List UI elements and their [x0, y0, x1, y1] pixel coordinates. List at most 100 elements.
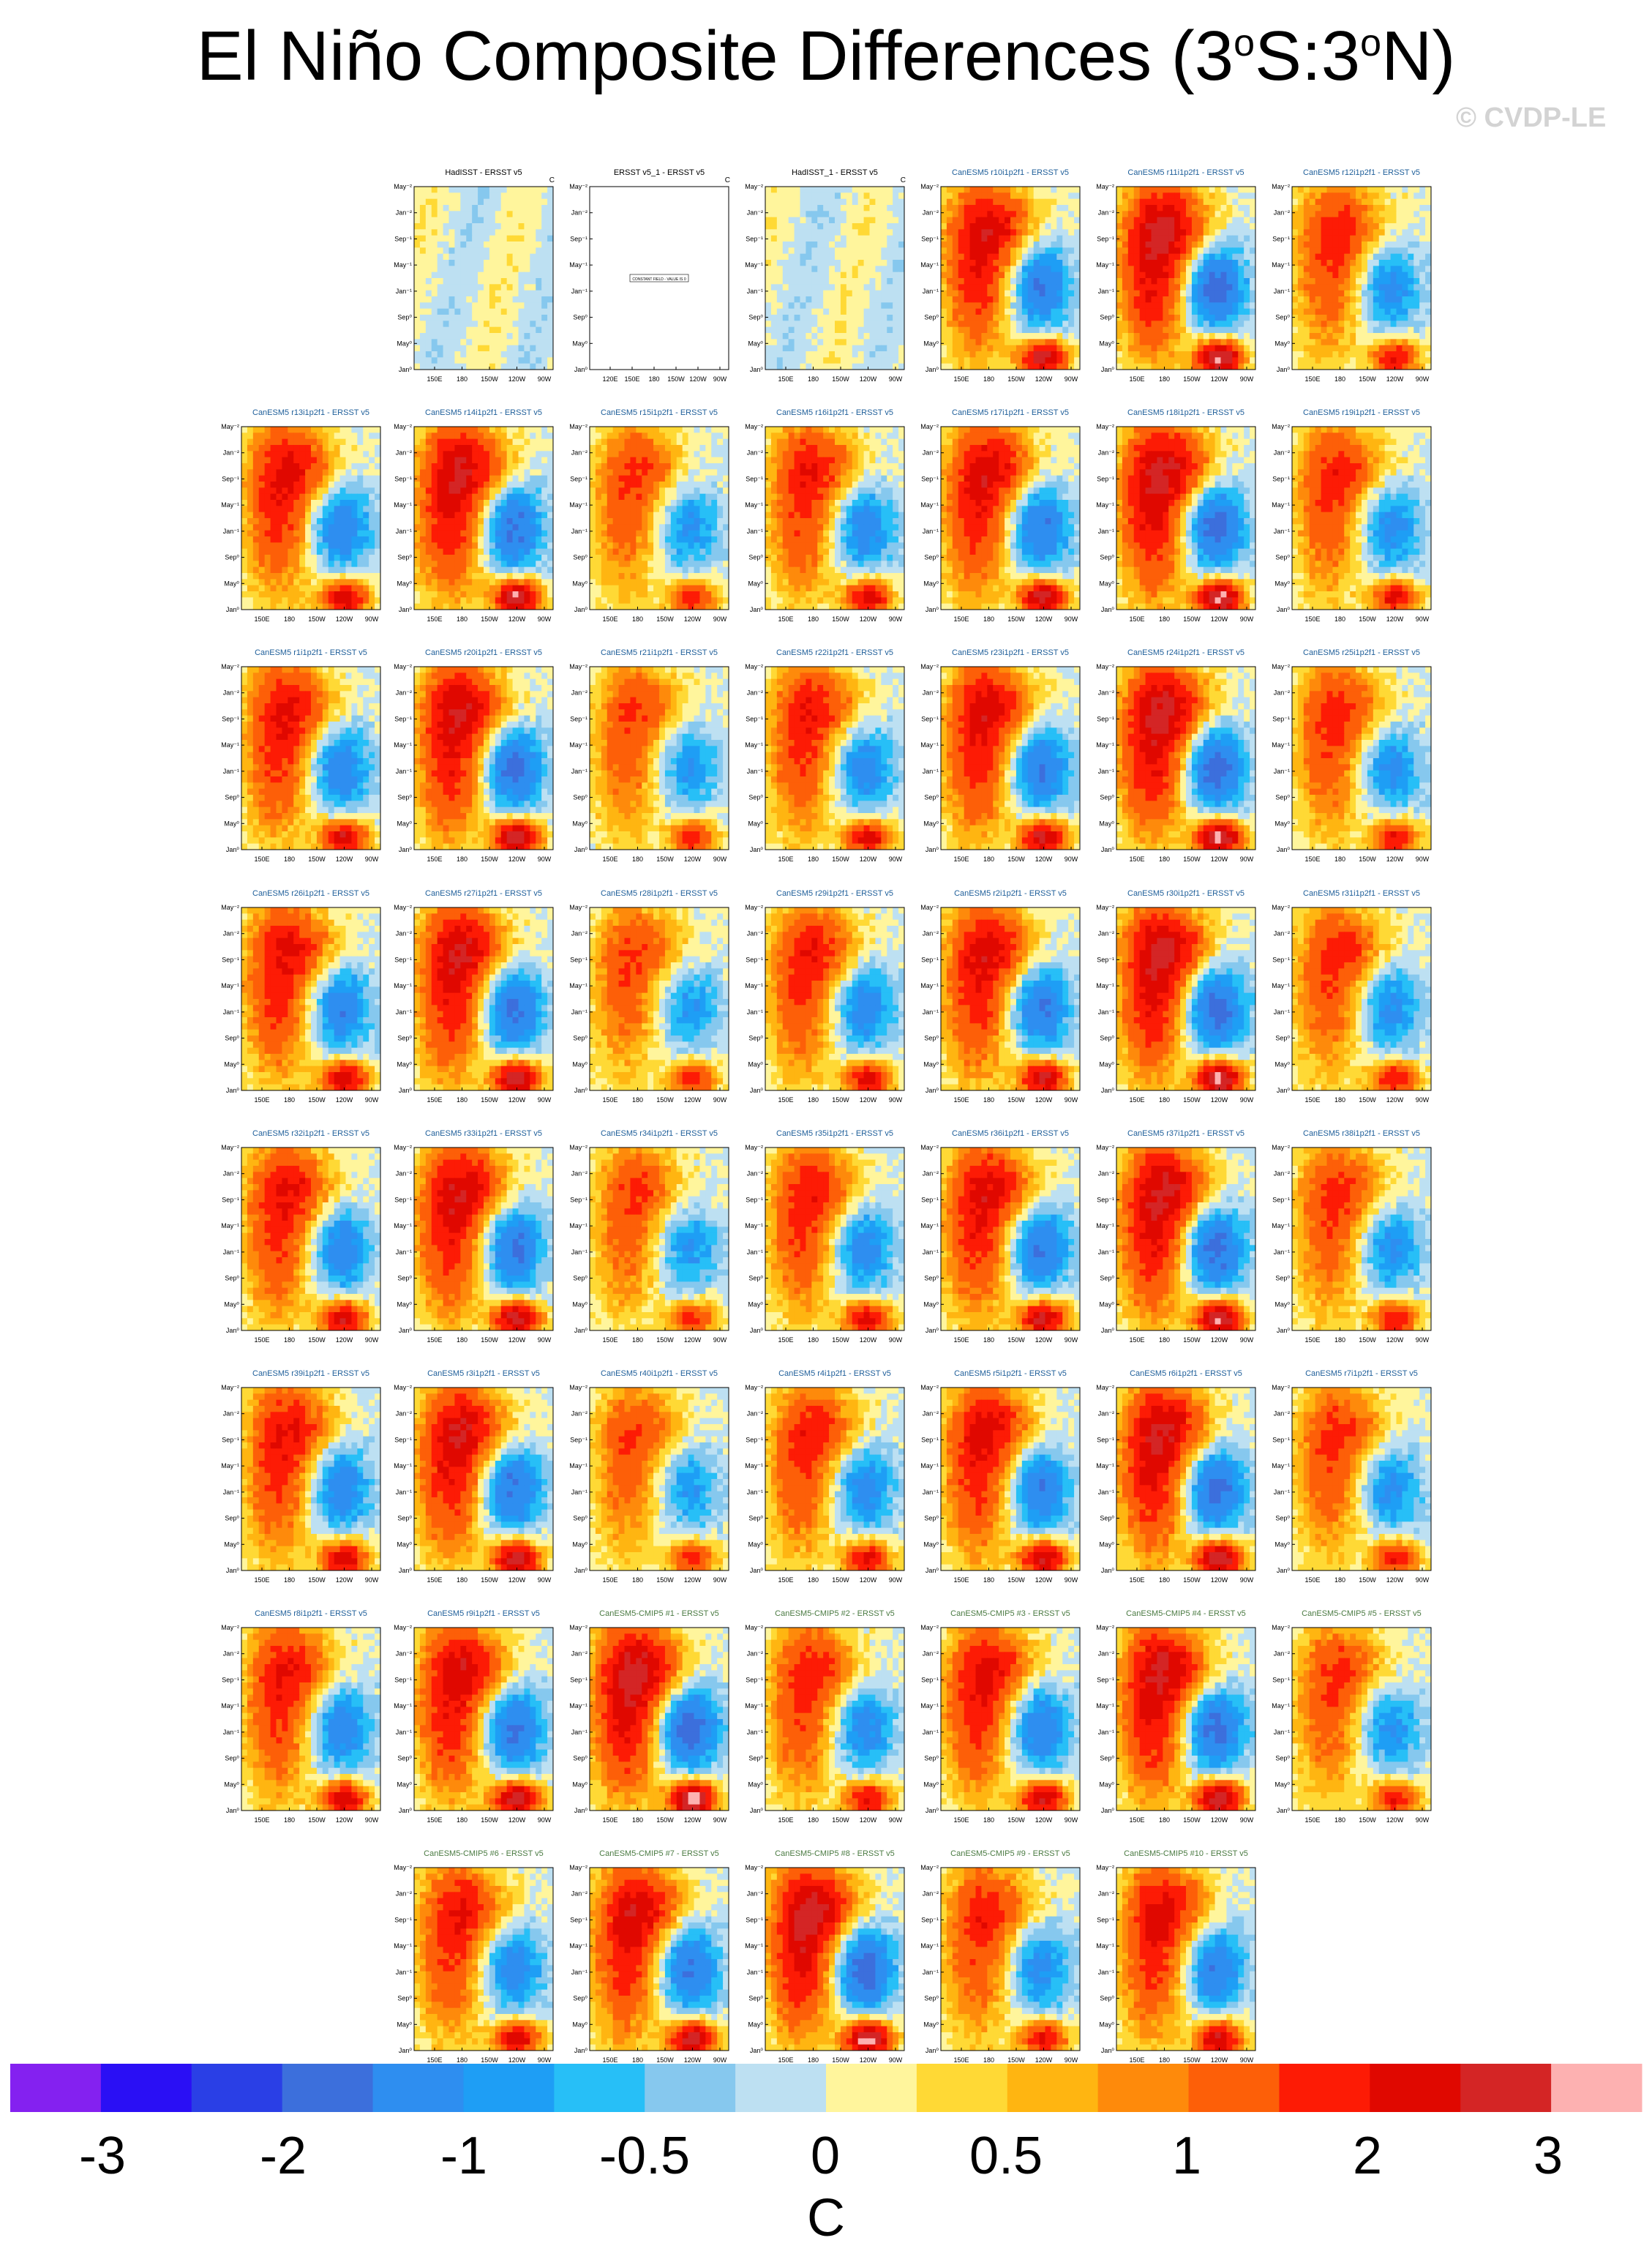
x-tick-label: 150W: [1183, 375, 1201, 383]
x-tick-label: 150E: [1304, 1336, 1320, 1344]
y-tick-label: Sep⁰: [1275, 1515, 1290, 1522]
x-tick-label: 180: [983, 615, 994, 623]
x-tick-label: 180: [1334, 375, 1345, 383]
panel-title: HadISST_1 - ERSST v5: [792, 168, 878, 177]
x-tick-label: 90W: [1065, 1816, 1078, 1824]
x-tick-label: 150E: [427, 615, 442, 623]
x-tick-label: 90W: [1065, 375, 1078, 383]
y-tick-label: Jan⁰: [1277, 846, 1291, 853]
y-tick-label: Jan⁻²: [1274, 449, 1290, 457]
y-tick-label: May⁰: [1274, 580, 1290, 587]
y-tick-label: May⁻²: [1272, 904, 1290, 911]
y-tick-label: May⁻¹: [1272, 1462, 1290, 1469]
colorbar-swatch: [1007, 2064, 1099, 2112]
panel-frame: [1116, 1147, 1256, 1331]
y-tick-label: May⁰: [923, 1300, 939, 1308]
y-tick-label: Jan⁻¹: [1098, 1489, 1114, 1496]
x-tick-label: 150W: [1359, 375, 1376, 383]
y-tick-label: Jan⁻¹: [747, 1969, 763, 1976]
colorbar-swatch: [1279, 2064, 1370, 2112]
y-tick-label: Jan⁻¹: [396, 1969, 412, 1976]
x-tick-label: 150E: [778, 1336, 793, 1344]
x-tick-label: 180: [457, 855, 468, 863]
x-tick-label: 180: [983, 2056, 994, 2064]
y-tick-label: Sep⁰: [397, 314, 412, 321]
panel-field: [590, 1388, 729, 1570]
x-tick-label: 150E: [1129, 1576, 1144, 1584]
x-tick-label: 150W: [832, 1816, 849, 1824]
y-tick-label: Jan⁰: [750, 1807, 764, 1814]
panel-field: [1292, 1628, 1431, 1811]
x-tick-label: 120W: [508, 1576, 526, 1584]
y-tick-label: May⁰: [397, 2021, 412, 2028]
y-tick-label: May⁻¹: [1096, 1942, 1114, 1950]
y-tick-label: Jan⁰: [750, 366, 764, 373]
x-tick-label: 120E: [602, 375, 617, 383]
y-tick-label: Jan⁻¹: [571, 1489, 587, 1496]
x-tick-label: 90W: [538, 1576, 552, 1584]
x-tick-label: 150E: [953, 2056, 969, 2064]
y-tick-label: Jan⁻¹: [571, 1729, 587, 1736]
colorbar-tick-label: 1: [1172, 2126, 1201, 2186]
panel-field: [414, 667, 553, 850]
panel-units-marker: C: [549, 176, 555, 184]
x-tick-label: 150W: [832, 1336, 849, 1344]
y-tick-label: May⁻¹: [920, 1702, 939, 1710]
x-tick-label: 150W: [832, 1576, 849, 1584]
y-tick-label: Jan⁻¹: [1274, 528, 1290, 535]
panel-title: CanESM5 r37i1p2f1 - ERSST v5: [1127, 1129, 1244, 1138]
panel-title: CanESM5-CMIP5 #4 - ERSST v5: [1126, 1609, 1246, 1618]
y-tick-label: Sep⁰: [1275, 314, 1290, 321]
y-tick-label: Sep⁰: [225, 1035, 239, 1042]
y-tick-label: Sep⁻¹: [394, 956, 412, 963]
panel-field: [414, 1147, 553, 1330]
x-tick-label: 150W: [667, 375, 685, 383]
y-tick-label: Jan⁻²: [1274, 1650, 1290, 1658]
y-tick-label: May⁻²: [394, 1624, 412, 1631]
y-tick-label: Jan⁰: [399, 1327, 413, 1334]
y-tick-label: Sep⁰: [1275, 554, 1290, 561]
y-tick-label: Jan⁰: [750, 2047, 764, 2054]
y-tick-label: May⁻²: [569, 1624, 587, 1631]
panel: CanESM5 r23i1p2f1 - ERSST v5 May⁻² Jan⁻² Se…: [920, 648, 1081, 863]
y-tick-label: Jan⁰: [926, 846, 939, 853]
y-tick-label: May⁻²: [221, 904, 239, 911]
panel-field: [765, 1868, 904, 2051]
panel: CanESM5 r18i1p2f1 - ERSST v5 May⁻² Jan⁻² Se…: [1096, 408, 1256, 623]
y-tick-label: Jan⁻¹: [747, 528, 763, 535]
panel-frame: [940, 1867, 1081, 2051]
y-tick-label: May⁻¹: [745, 1702, 763, 1710]
panel: HadISST_1 - ERSST v5 May⁻² Jan⁻² Sep⁻¹ May⁻¹…: [745, 168, 906, 383]
y-tick-label: Jan⁰: [226, 606, 240, 613]
x-tick-label: 150E: [427, 1096, 442, 1104]
panel-field: [765, 907, 904, 1090]
x-tick-label: 120W: [336, 855, 353, 863]
panel-frame: [940, 1627, 1081, 1811]
panel-field: [1116, 1388, 1255, 1570]
x-tick-label: 90W: [1416, 615, 1430, 623]
panel-title: ERSST v5_1 - ERSST v5: [614, 168, 705, 177]
x-tick-label: 150E: [1304, 375, 1320, 383]
y-tick-label: May⁻²: [745, 183, 763, 190]
panel: CanESM5 r8i1p2f1 - ERSST v5 May⁻² Jan⁻² Sep…: [221, 1609, 381, 1824]
x-tick-label: 120W: [1386, 1576, 1404, 1584]
x-tick-label: 150E: [778, 1096, 793, 1104]
y-tick-label: Sep⁰: [924, 1755, 939, 1762]
y-tick-label: Jan⁰: [1101, 1807, 1115, 1814]
y-tick-label: Sep⁻¹: [394, 1436, 412, 1443]
x-tick-label: 150W: [481, 375, 498, 383]
y-tick-label: Sep⁻¹: [1097, 715, 1114, 722]
y-tick-label: Jan⁰: [399, 1087, 413, 1094]
y-tick-label: Sep⁰: [225, 1515, 239, 1522]
y-tick-label: May⁻²: [394, 423, 412, 430]
x-tick-label: 180: [632, 1816, 643, 1824]
panel-frame: [940, 186, 1081, 370]
panel-frame: [1291, 186, 1432, 370]
x-tick-label: 120W: [1211, 1576, 1228, 1584]
panel-frame: [413, 666, 554, 850]
y-tick-label: May⁰: [1099, 1060, 1114, 1068]
x-tick-label: 150W: [1007, 1096, 1025, 1104]
x-tick-label: 150W: [832, 615, 849, 623]
y-tick-label: May⁰: [1099, 340, 1114, 347]
y-tick-label: Sep⁻¹: [746, 715, 763, 722]
